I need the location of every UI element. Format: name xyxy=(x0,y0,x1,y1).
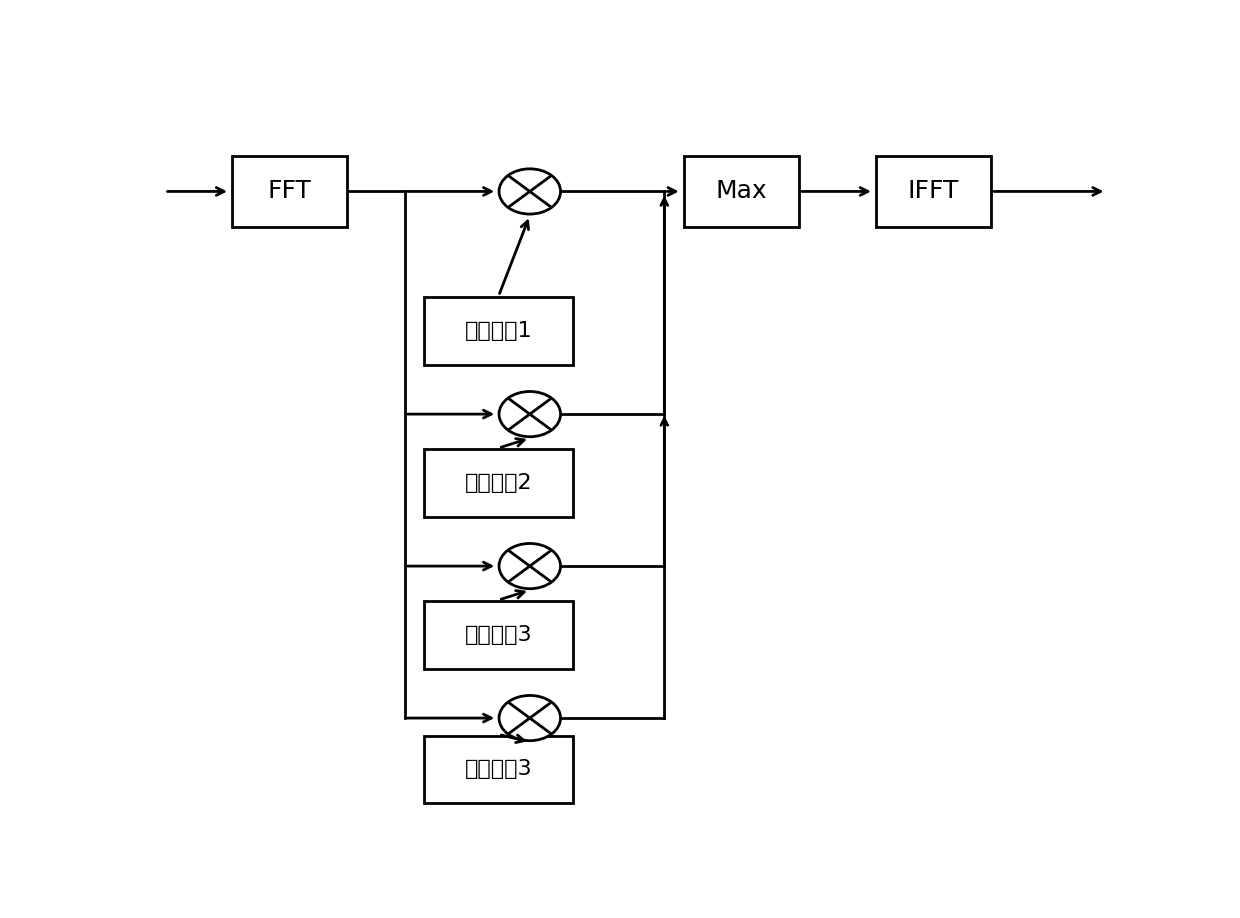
FancyBboxPatch shape xyxy=(683,156,799,227)
Circle shape xyxy=(498,169,560,214)
Circle shape xyxy=(498,391,560,437)
FancyBboxPatch shape xyxy=(875,156,991,227)
Circle shape xyxy=(498,543,560,588)
Text: IFFT: IFFT xyxy=(908,179,959,204)
FancyBboxPatch shape xyxy=(424,735,573,803)
FancyBboxPatch shape xyxy=(424,450,573,517)
FancyBboxPatch shape xyxy=(232,156,347,227)
Text: Max: Max xyxy=(715,179,768,204)
FancyBboxPatch shape xyxy=(424,601,573,668)
Circle shape xyxy=(498,696,560,741)
Text: 参考函数3: 参考函数3 xyxy=(465,625,532,645)
Text: 参考函数1: 参考函数1 xyxy=(465,321,532,341)
Text: FFT: FFT xyxy=(268,179,311,204)
FancyBboxPatch shape xyxy=(424,297,573,364)
Text: 参考函数2: 参考函数2 xyxy=(465,473,532,493)
Text: 参考函数3: 参考函数3 xyxy=(465,759,532,779)
